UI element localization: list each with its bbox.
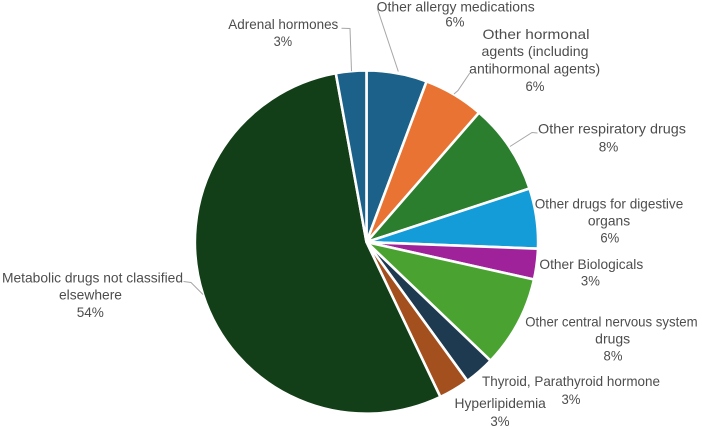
svg-text:Thyroid, Parathyroid hormone: Thyroid, Parathyroid hormone [482, 374, 660, 389]
svg-text:Metabolic drugs not classified: Metabolic drugs not classified [2, 271, 183, 286]
svg-text:Other respiratory drugs: Other respiratory drugs [538, 122, 686, 137]
svg-text:6%: 6% [600, 231, 619, 246]
svg-text:6%: 6% [445, 14, 464, 29]
svg-text:elsewhere: elsewhere [59, 287, 122, 302]
svg-text:Other drugs for digestive: Other drugs for digestive [535, 196, 684, 211]
svg-text:3%: 3% [562, 392, 581, 407]
svg-text:3%: 3% [490, 414, 509, 429]
svg-text:drugs: drugs [595, 331, 630, 346]
svg-text:Other central nervous system: Other central nervous system [525, 314, 697, 329]
svg-text:antihormonal agents): antihormonal agents) [469, 62, 600, 77]
svg-text:6%: 6% [526, 79, 545, 94]
svg-text:8%: 8% [604, 349, 623, 364]
svg-text:3%: 3% [274, 34, 293, 49]
svg-text:Hyperlipidemia: Hyperlipidemia [455, 396, 547, 411]
svg-text:8%: 8% [599, 140, 619, 155]
svg-text:agents (including: agents (including [482, 44, 589, 59]
svg-text:organs: organs [588, 213, 630, 228]
svg-text:3%: 3% [581, 273, 600, 288]
svg-text:Other hormonal: Other hormonal [483, 27, 590, 42]
svg-text:54%: 54% [77, 305, 104, 320]
svg-text:Adrenal hormones: Adrenal hormones [228, 17, 338, 32]
svg-text:Other Biologicals: Other Biologicals [539, 257, 643, 272]
svg-text:Other allergy medications: Other allergy medications [377, 0, 535, 15]
